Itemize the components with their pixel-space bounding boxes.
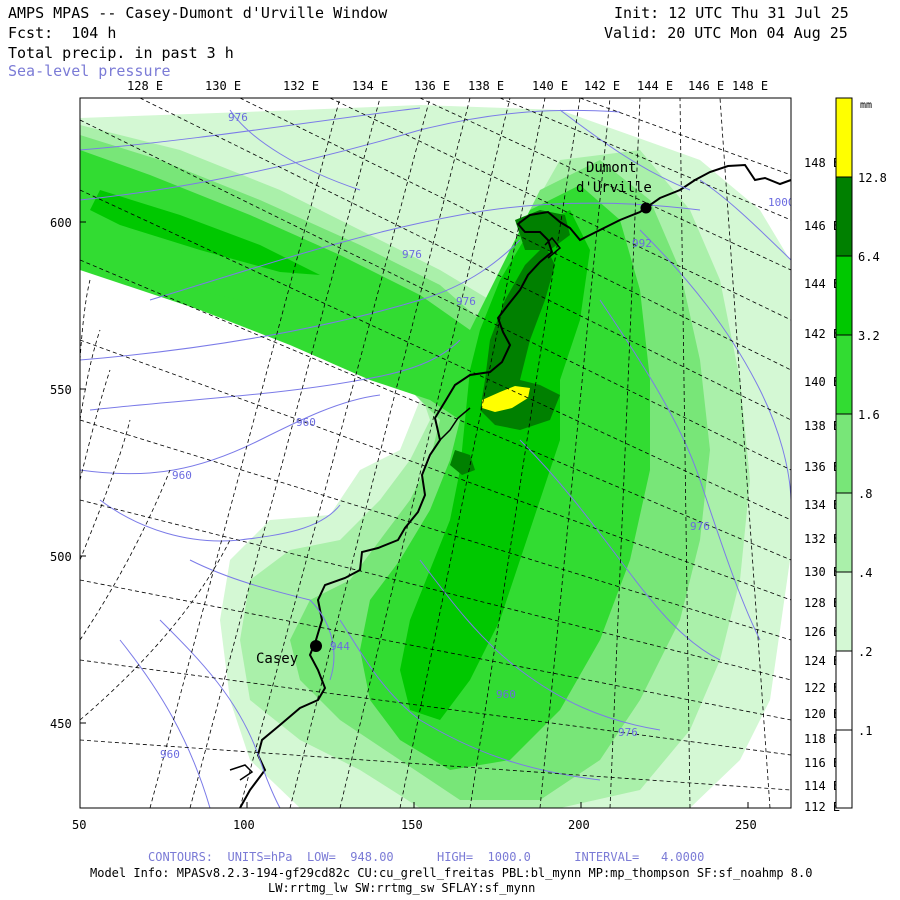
y-tick-label: 450	[50, 717, 72, 731]
colorbar-level: .2	[858, 645, 872, 659]
lon-label: 140 E	[804, 375, 840, 389]
contour-label: 976	[690, 520, 710, 533]
lon-label: 134 E	[804, 498, 840, 512]
lon-label: 138 E	[804, 419, 840, 433]
colorbar-swatch	[836, 493, 852, 572]
colorbar-level: 1.6	[858, 408, 880, 422]
lon-label: 124 E	[804, 654, 840, 668]
contour-label: 976	[402, 248, 422, 261]
coastline	[239, 163, 791, 808]
lon-label: 130 E	[205, 79, 241, 93]
colorbar-level: .1	[858, 724, 872, 738]
x-axis-labels: 50 100 150 200 250	[72, 818, 757, 832]
colorbar-level: 6.4	[858, 250, 880, 264]
model-info: Model Info: MPASv8.2.3-194-gf29cd82c CU:…	[90, 866, 813, 880]
lon-label: 142 E	[804, 327, 840, 341]
top-longitude-labels: 128 E 130 E 132 E 134 E 136 E 138 E 140 …	[127, 79, 768, 93]
contour-label: 960	[496, 688, 516, 701]
model-info-physics: LW:rrtmg_lw SW:rrtmg_sw SFLAY:sf_mynn	[268, 881, 536, 895]
lon-label: 112 E	[804, 800, 840, 814]
contour-label: 976	[618, 726, 638, 739]
lon-label: 122 E	[804, 681, 840, 695]
lon-label: 126 E	[804, 625, 840, 639]
precip-max	[482, 386, 530, 412]
lon-label: 114 E	[804, 779, 840, 793]
y-tick-label: 550	[50, 383, 72, 397]
colorbar-level: .8	[858, 487, 872, 501]
lon-label: 132 E	[804, 532, 840, 546]
colorbar-unit: mm	[860, 100, 872, 111]
map-frame	[79, 97, 792, 809]
lon-label: 118 E	[804, 732, 840, 746]
lon-label: 136 E	[804, 460, 840, 474]
y-tick-label: 500	[50, 550, 72, 564]
colorbar-swatch	[836, 98, 852, 177]
dumont-label: Dumont	[586, 160, 637, 176]
colorbar-level: 3.2	[858, 329, 880, 343]
lon-label: 134 E	[352, 79, 388, 93]
lon-label: 130 E	[804, 565, 840, 579]
lon-label: 148 E	[732, 79, 768, 93]
x-tick-label: 100	[233, 818, 255, 832]
lon-label: 140 E	[532, 79, 568, 93]
lon-label: 128 E	[127, 79, 163, 93]
x-tick-label: 150	[401, 818, 423, 832]
colorbar-level: .4	[858, 566, 872, 580]
lon-label: 148 E	[804, 156, 840, 170]
y-axis-labels: 600 550 500 450	[50, 216, 72, 731]
right-longitude-labels: 148 E 146 E 144 E 142 E 140 E 138 E 136 …	[804, 156, 840, 814]
colorbar-frame	[835, 97, 853, 809]
lon-label: 144 E	[637, 79, 673, 93]
contour-label: 976	[456, 295, 476, 308]
dumont-durville-station-marker	[640, 202, 652, 214]
contour-label: 1000	[768, 196, 795, 209]
forecast-hour: Fcst: 104 h	[8, 24, 117, 42]
colorbar-swatch	[836, 177, 852, 256]
contour-label: 976	[228, 111, 248, 124]
meridian-lines	[80, 98, 791, 791]
contour-info: CONTOURS: UNITS=hPa LOW= 948.00 HIGH= 10…	[148, 850, 705, 864]
lon-label: 146 E	[688, 79, 724, 93]
y-axis-ticks	[79, 221, 749, 808]
durville-label: d'Urville	[576, 180, 652, 196]
lon-label: 136 E	[414, 79, 450, 93]
colorbar-swatch	[836, 335, 852, 414]
contour-label: 960	[160, 748, 180, 761]
map-title: AMPS MPAS -- Casey-Dumont d'Urville Wind…	[8, 4, 388, 22]
contour-label: 960	[296, 416, 316, 429]
lon-label: 144 E	[804, 277, 840, 291]
pressure-contours	[80, 107, 791, 808]
casey-station-marker	[310, 640, 322, 652]
x-tick-label: 50	[72, 818, 86, 832]
colorbar-swatch	[836, 414, 852, 493]
lon-label: 138 E	[468, 79, 504, 93]
lon-label: 132 E	[283, 79, 319, 93]
lon-label: 116 E	[804, 756, 840, 770]
valid-time: Valid: 20 UTC Mon 04 Aug 25	[604, 24, 848, 42]
lon-label: 142 E	[584, 79, 620, 93]
x-tick-label: 250	[735, 818, 757, 832]
colorbar-swatch	[836, 256, 852, 335]
contour-label: 944	[330, 640, 350, 653]
lon-label: 128 E	[804, 596, 840, 610]
field-name: Total precip. in past 3 h	[8, 44, 234, 62]
lon-label: 146 E	[804, 219, 840, 233]
contour-label: 992	[632, 237, 652, 250]
colorbar-swatch	[836, 572, 852, 651]
x-tick-label: 200	[568, 818, 590, 832]
lon-label: 120 E	[804, 707, 840, 721]
colorbar-level: 12.8	[858, 171, 887, 185]
precip-colorbar: mm 12.8 6.4 3.2 1.6 .8 .4 .2 .1	[835, 97, 887, 809]
y-tick-label: 600	[50, 216, 72, 230]
casey-label: Casey	[256, 651, 298, 667]
map-content: 976 976 976 960 960 944 960 976 992 976 …	[80, 98, 795, 808]
latlon-grid	[80, 98, 771, 808]
overlay-name: Sea-level pressure	[8, 62, 171, 80]
init-time: Init: 12 UTC Thu 31 Jul 25	[614, 4, 849, 22]
contour-label: 960	[172, 469, 192, 482]
